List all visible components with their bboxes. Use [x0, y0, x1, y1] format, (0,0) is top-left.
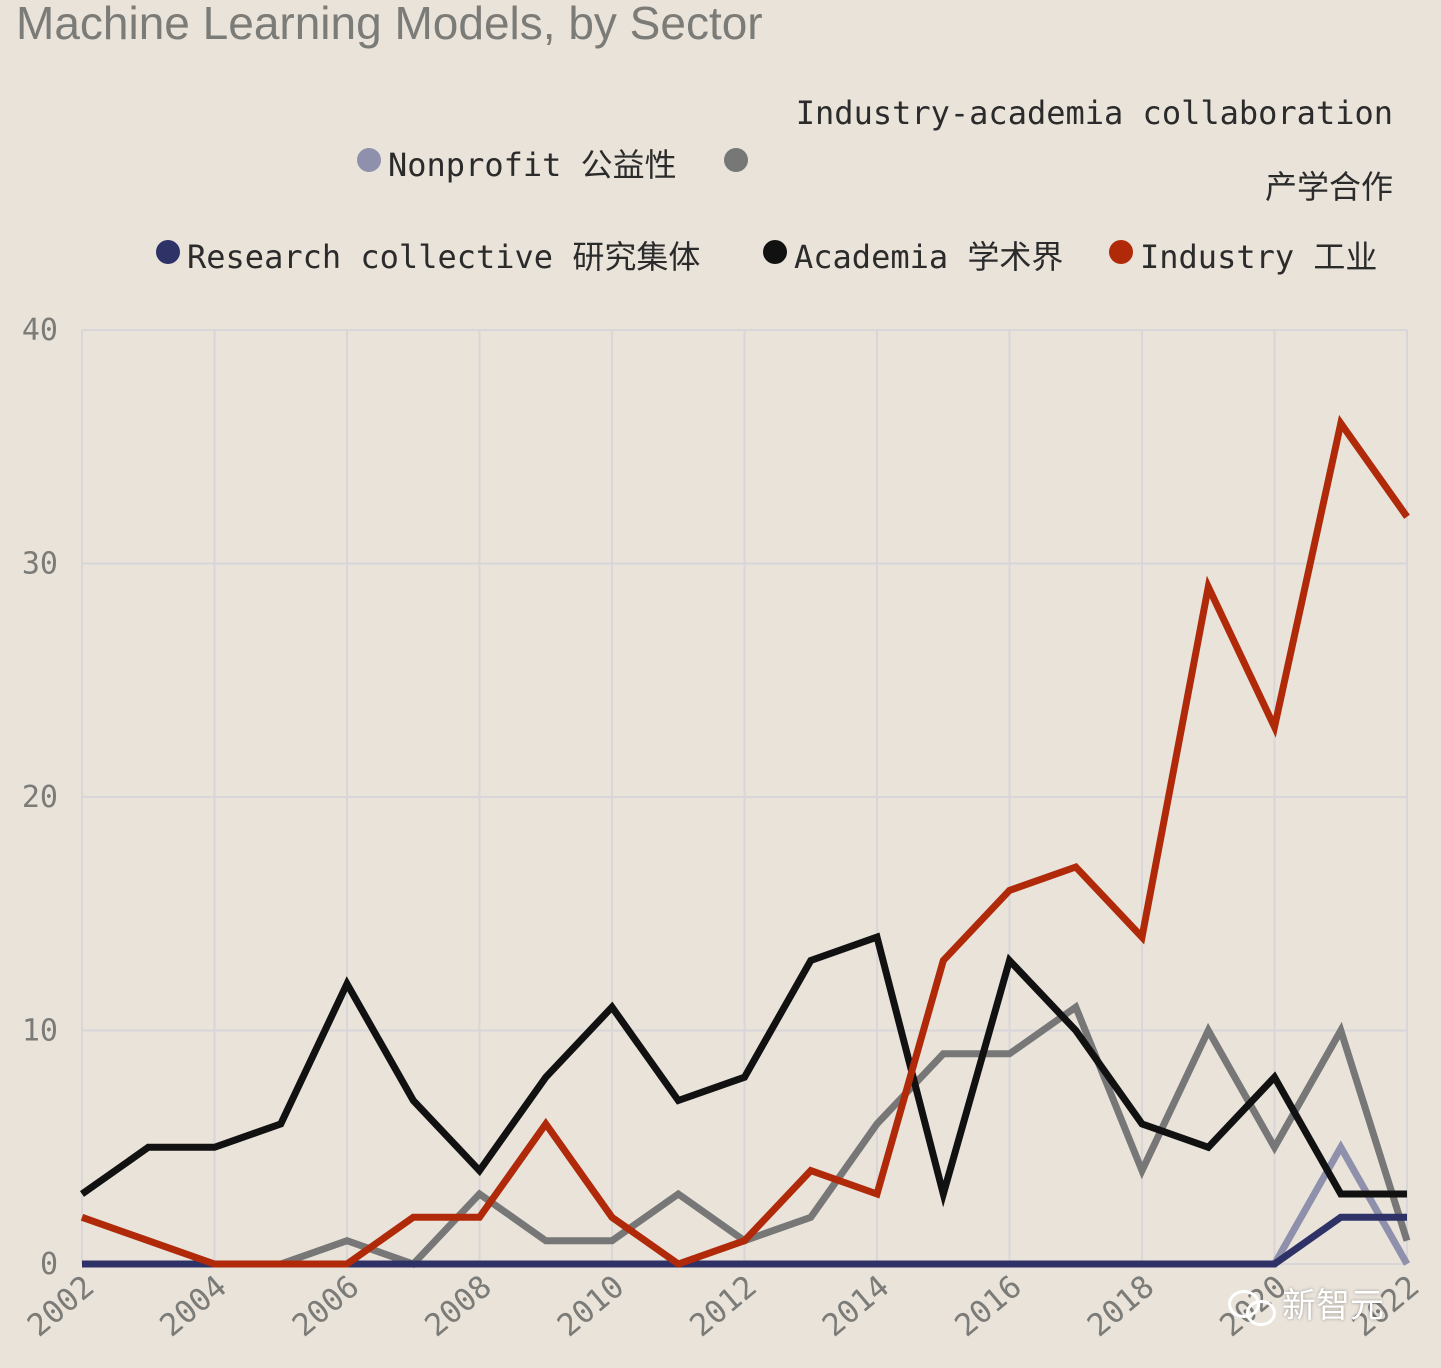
legend-dot-collaboration — [724, 148, 748, 172]
legend-dot-academia — [763, 240, 787, 264]
x-tick-label: 2014 — [816, 1269, 896, 1345]
x-tick-label: 2002 — [21, 1269, 101, 1345]
legend-dot-industry — [1109, 240, 1133, 264]
legend-dot-research-collective — [156, 240, 180, 264]
wechat-icon — [1228, 1289, 1278, 1326]
legend-label-collaboration: Industry-academia collaboration — [795, 94, 1393, 132]
x-tick-label: 2006 — [286, 1269, 366, 1345]
y-tick-label: 0 — [40, 1247, 58, 1282]
legend-dot-nonprofit — [357, 148, 381, 172]
x-tick-label: 2018 — [1081, 1269, 1161, 1345]
x-tick-label: 2012 — [683, 1269, 763, 1345]
legend-label-industry: Industry 工业 — [1140, 238, 1378, 276]
series-line-4 — [80, 414, 1410, 1268]
legend-label-nonprofit: Nonprofit 公益性 — [388, 146, 677, 184]
series-lines — [79, 414, 1411, 1269]
x-tick-label: 2008 — [418, 1269, 498, 1345]
legend-label-collaboration-cn: 产学合作 — [1264, 168, 1393, 206]
y-tick-label: 40 — [22, 313, 58, 348]
watermark-text: 新智元 — [1282, 1286, 1384, 1326]
y-axis-ticks: 0 10 20 30 40 — [22, 313, 58, 1282]
x-axis-ticks: 2002 2004 2006 2008 2010 2012 2014 2016 2018 2020… — [21, 1269, 1426, 1345]
x-tick-label: 2010 — [551, 1269, 631, 1345]
series-line-3 — [79, 932, 1407, 1208]
y-tick-label: 20 — [22, 780, 58, 815]
x-tick-label: 2016 — [948, 1269, 1028, 1345]
legend-label-research-collective: Research collective 研究集体 — [187, 238, 701, 276]
y-tick-label: 10 — [22, 1014, 58, 1049]
legend-label-academia: Academia 学术界 — [794, 238, 1064, 276]
x-tick-label: 2004 — [153, 1269, 233, 1345]
chart-title: Machine Learning Models, by Sector — [16, 0, 763, 49]
watermark: 新智元 — [1228, 1278, 1384, 1327]
y-tick-label: 30 — [22, 547, 58, 582]
